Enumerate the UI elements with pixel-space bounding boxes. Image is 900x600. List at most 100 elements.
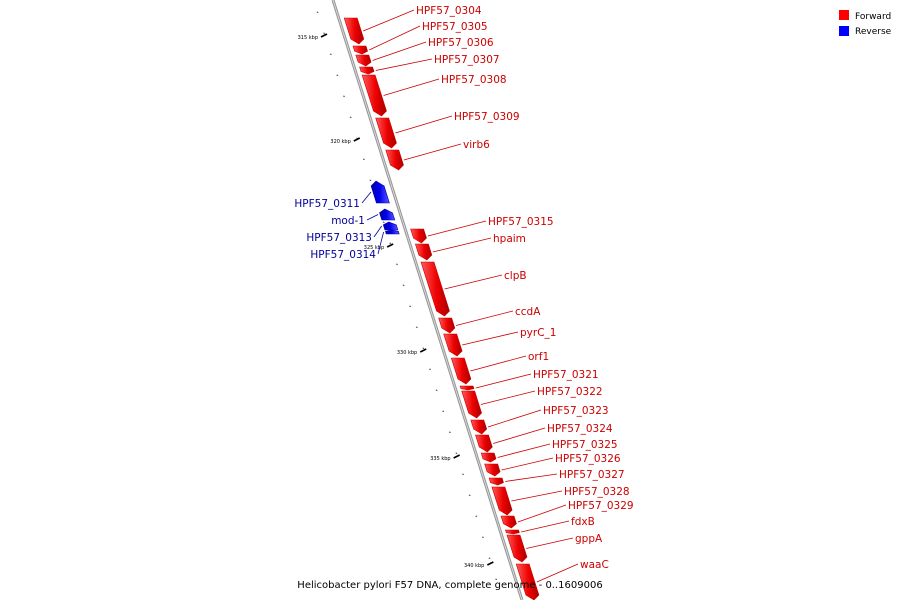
gene-label[interactable]: HPF57_0326 [555, 453, 621, 465]
gene-label[interactable]: HPF57_0321 [533, 369, 599, 381]
minor-tick [488, 557, 491, 560]
tick-label: 335 kbp [430, 456, 450, 462]
major-tick [453, 454, 460, 459]
leader-line [366, 214, 379, 221]
gene-label[interactable]: HPF57_0311 [294, 198, 360, 210]
minor-tick [481, 536, 484, 539]
gene-feature-HPF57_0311[interactable] [370, 180, 390, 204]
leader-line [432, 237, 492, 253]
gene-label[interactable]: HPF57_0304 [416, 5, 482, 17]
gene-feature-orf1[interactable] [450, 357, 472, 385]
leader-line [375, 58, 433, 71]
gene-label[interactable]: pyrC_1 [520, 327, 556, 339]
leader-line [520, 520, 570, 533]
gene-feature-HPF57_0329[interactable] [500, 515, 517, 529]
gene-label[interactable]: HPF57_0314 [310, 249, 376, 261]
gene-label[interactable]: HPF57_0322 [537, 386, 603, 398]
leader-line [427, 220, 487, 237]
gene-feature-HPF57_0313[interactable] [382, 221, 399, 231]
minor-tick [462, 473, 465, 476]
gene-feature-HPF57_0326[interactable] [484, 463, 501, 477]
gene-feature-HPF57_0324[interactable] [475, 434, 493, 453]
gene-label[interactable]: ccdA [515, 306, 541, 318]
gene-label[interactable]: HPF57_0325 [552, 439, 618, 451]
gene-label[interactable]: HPF57_0323 [543, 405, 609, 417]
gene-feature-gppA[interactable] [506, 534, 528, 563]
leader-line [493, 427, 546, 444]
legend-reverse-label: Reverse [855, 27, 892, 37]
leader-line [395, 115, 453, 134]
leader-line [511, 490, 563, 502]
minor-tick [409, 305, 412, 308]
gene-label[interactable]: HPF57_0313 [306, 232, 372, 244]
leader-line [377, 231, 384, 255]
gene-feature-mod-1[interactable] [379, 208, 396, 221]
gene-feature-HPF57_0323[interactable] [470, 419, 488, 435]
gene-label[interactable]: mod-1 [331, 215, 365, 227]
leader-line [470, 355, 527, 372]
leader-line [444, 274, 503, 290]
leader-line [383, 78, 440, 96]
leader-line [455, 310, 514, 326]
gene-label[interactable]: clpB [504, 270, 527, 282]
major-tick [486, 561, 494, 566]
gene-label[interactable]: HPF57_0327 [559, 469, 625, 481]
gene-feature-HPF57_0306[interactable] [355, 54, 372, 67]
gene-feature-HPF57_0315[interactable] [410, 228, 427, 244]
gene-label[interactable]: orf1 [528, 351, 549, 363]
minor-tick [336, 74, 339, 77]
gene-feature-pyrC_1[interactable] [443, 333, 463, 357]
leader-line [536, 563, 579, 583]
minor-tick [475, 515, 478, 518]
backbone [331, 0, 524, 600]
gene-label[interactable]: fdxB [571, 516, 595, 528]
gene-label[interactable]: HPF57_0307 [434, 54, 500, 66]
minor-tick [402, 284, 405, 287]
gene-feature-HPF57_0325[interactable] [480, 452, 497, 463]
leader-line [501, 457, 554, 471]
minor-tick [349, 116, 352, 119]
gene-feature-HPF57_0322[interactable] [461, 390, 482, 419]
minor-tick [468, 494, 471, 497]
gene-feature-ccdA[interactable] [438, 317, 456, 334]
gene-label[interactable]: HPF57_0329 [568, 500, 634, 512]
leader-line [480, 390, 536, 405]
gene-feature-waaC[interactable] [515, 563, 540, 600]
gene-label[interactable]: HPF57_0305 [422, 21, 488, 33]
leader-line [373, 225, 383, 238]
gene-label[interactable]: gppA [575, 533, 603, 545]
gene-label[interactable]: HPF57_0309 [454, 111, 520, 123]
minor-tick [389, 242, 392, 245]
gene-label[interactable]: HPF57_0308 [441, 74, 507, 86]
gene-feature-clpB[interactable] [420, 261, 450, 317]
gene-feature-hpaim[interactable] [414, 243, 433, 261]
gene-label[interactable]: HPF57_0324 [547, 423, 613, 435]
minor-tick [442, 410, 445, 413]
leader-line [462, 331, 519, 346]
gene-feature-fdxB[interactable] [504, 529, 520, 535]
minor-tick [369, 179, 372, 182]
gene-track [343, 17, 540, 600]
gene-label[interactable]: HPF57_0328 [564, 486, 630, 498]
gene-labels: HPF57_0304 HPF57_0305 HPF57_0306 HPF57_0307… [294, 5, 634, 583]
gene-feature-HPF57_0321[interactable] [459, 385, 475, 391]
gene-feature-HPF57_0327[interactable] [488, 477, 504, 486]
gene-feature-virb6[interactable] [385, 149, 404, 171]
gene-feature-HPF57_0304[interactable] [343, 17, 365, 45]
gene-feature-HPF57_0309[interactable] [375, 117, 397, 149]
gene-feature-HPF57_0307[interactable] [359, 66, 375, 75]
gene-label[interactable]: virb6 [463, 139, 490, 151]
minor-tick [323, 32, 326, 35]
gene-label[interactable]: hpaim [493, 233, 526, 245]
gene-feature-HPF57_0328[interactable] [491, 486, 513, 516]
gene-feature-HPF57_0314[interactable] [385, 229, 400, 235]
leader-line [505, 473, 558, 482]
leader-line [497, 443, 551, 458]
gene-label[interactable]: waaC [580, 559, 609, 571]
gene-label[interactable]: HPF57_0315 [488, 216, 554, 228]
tick-label: 320 kbp [330, 139, 350, 145]
gene-feature-HPF57_0305[interactable] [352, 45, 368, 55]
gene-feature-HPF57_0308[interactable] [361, 74, 387, 117]
gene-label[interactable]: HPF57_0306 [428, 37, 494, 49]
